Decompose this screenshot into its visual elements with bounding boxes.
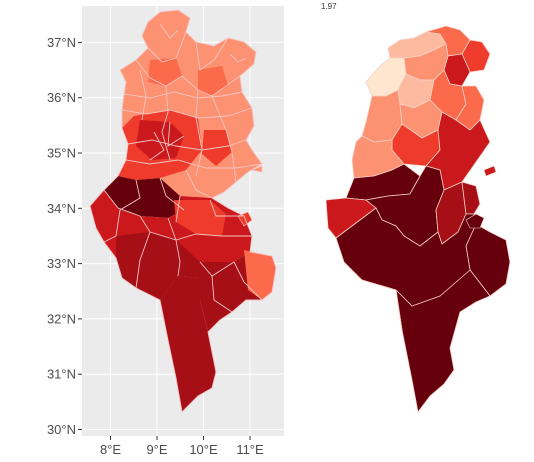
delegation-region bbox=[136, 120, 184, 160]
delegation-boundary bbox=[175, 195, 181, 223]
delegation-boundary bbox=[161, 85, 171, 161]
delegation-boundary bbox=[119, 179, 141, 211]
delegation-boundary bbox=[159, 23, 179, 39]
delegation-map: 37°N 36°N 35°N 34°N 33°N 32°N 31°N 30°N 8°E 9°E 1… bbox=[47, 6, 284, 457]
y-tick-label: 33°N bbox=[47, 256, 76, 271]
right-map-corner-label: 1.97 bbox=[321, 2, 337, 11]
delegation-region bbox=[198, 66, 228, 96]
delegation-boundary bbox=[211, 95, 237, 183]
delegation-boundary bbox=[195, 37, 229, 71]
y-tick-label: 36°N bbox=[47, 90, 76, 105]
y-tick-label: 30°N bbox=[47, 422, 76, 437]
delegation-boundary bbox=[125, 159, 263, 169]
delegation-boundary bbox=[233, 261, 263, 301]
delegation-boundary bbox=[229, 53, 247, 63]
y-tick-label: 32°N bbox=[47, 311, 76, 326]
x-tick-label: 8°E bbox=[100, 442, 121, 457]
delegation-boundary bbox=[121, 107, 253, 119]
delegation-boundary bbox=[103, 209, 121, 243]
left-map-x-axis: 8°E 9°E 10°E 11°E bbox=[100, 436, 264, 457]
x-tick-label: 11°E bbox=[236, 442, 264, 457]
delegation-boundary bbox=[103, 189, 141, 217]
delegation-boundary bbox=[159, 177, 185, 211]
right-map-boundaries bbox=[361, 269, 471, 331]
delegation-boundary bbox=[147, 31, 187, 63]
right-map-regions bbox=[325, 25, 511, 413]
governorate-region bbox=[335, 207, 491, 413]
y-tick-label: 34°N bbox=[47, 201, 76, 216]
delegation-boundary bbox=[209, 199, 244, 217]
kerkennah-islands bbox=[250, 165, 263, 173]
x-tick-label: 10°E bbox=[189, 442, 218, 457]
delegation-region bbox=[148, 58, 182, 86]
y-tick-label: 31°N bbox=[47, 367, 76, 382]
delegation-boundary bbox=[211, 275, 233, 313]
left-map-y-axis: 37°N 36°N 35°N 34°N 33°N 32°N 31°N 30°N bbox=[47, 35, 82, 437]
y-tick-label: 37°N bbox=[47, 35, 76, 50]
delegation-boundary bbox=[167, 217, 252, 241]
x-tick-label: 9°E bbox=[146, 442, 167, 457]
delegation-boundary bbox=[175, 239, 181, 277]
y-tick-label: 35°N bbox=[47, 146, 76, 161]
country-outline bbox=[89, 9, 277, 413]
governorate-boundary bbox=[395, 289, 403, 331]
delegation-boundary bbox=[135, 231, 151, 289]
delegation-region bbox=[244, 250, 276, 300]
delegation-region bbox=[160, 276, 216, 412]
djerba-island bbox=[465, 213, 485, 229]
delegation-boundary bbox=[195, 89, 203, 177]
delegation-boundary bbox=[139, 69, 147, 121]
governorate-map bbox=[325, 25, 511, 413]
governorate-boundary bbox=[361, 269, 471, 307]
delegation-boundary bbox=[167, 121, 185, 147]
kerkennah-islands bbox=[483, 165, 497, 177]
delegation-boundary bbox=[149, 131, 165, 161]
delegation-boundary bbox=[127, 139, 247, 151]
delegation-boundary bbox=[185, 169, 213, 199]
left-map-boundaries bbox=[89, 9, 277, 413]
